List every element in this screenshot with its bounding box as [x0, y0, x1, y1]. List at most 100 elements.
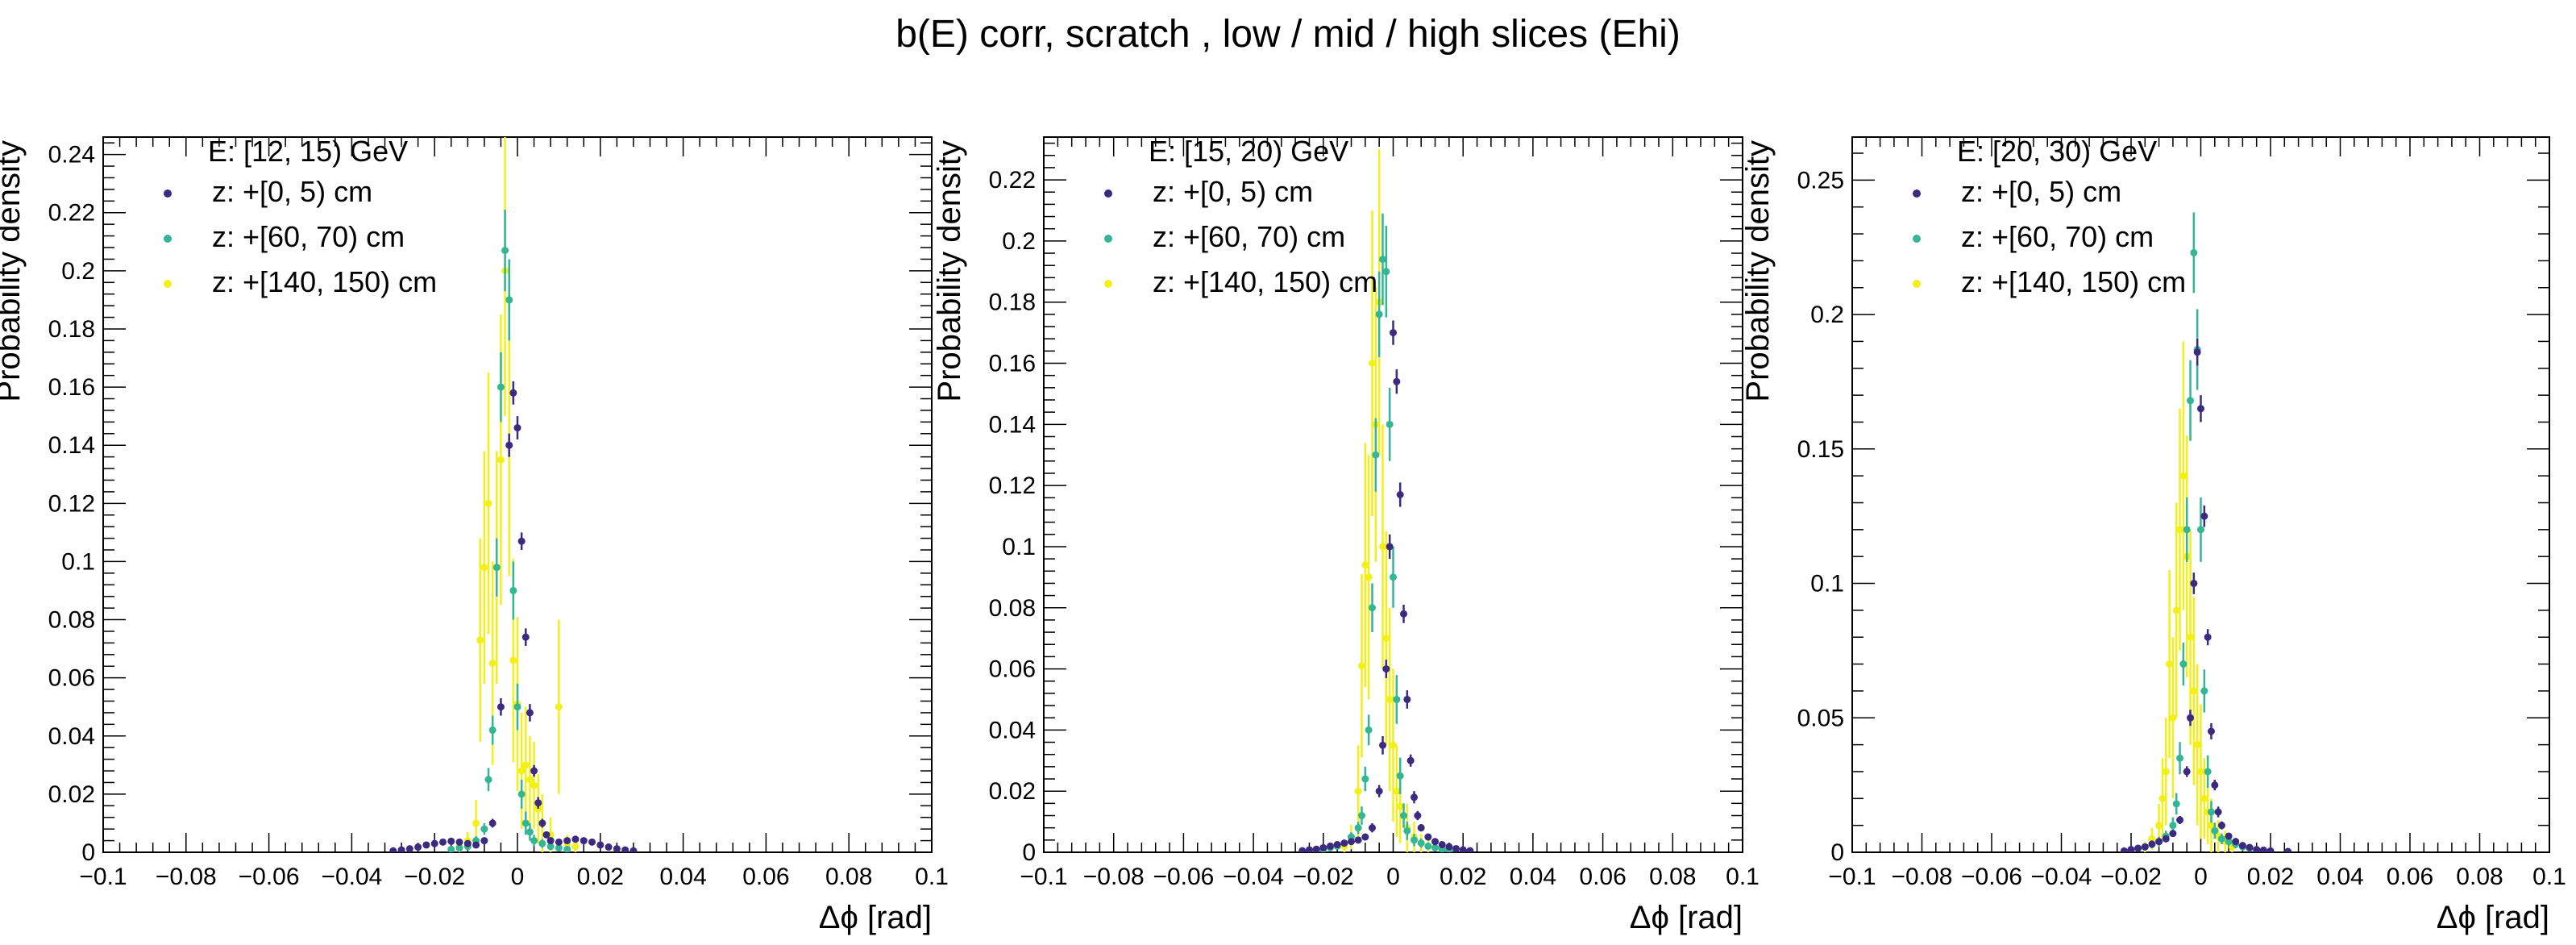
data-point [2200, 794, 2208, 802]
data-point [613, 845, 621, 852]
data-point [497, 703, 505, 711]
data-point [480, 837, 488, 845]
data-point [2179, 660, 2188, 668]
data-point [1386, 420, 1394, 428]
data-point [621, 846, 629, 852]
x-tick-label: 0.1 [1726, 864, 1760, 890]
data-point [1378, 256, 1386, 264]
data-point [2172, 606, 2180, 614]
data-point [534, 799, 542, 807]
data-point [1393, 787, 1401, 795]
data-point [1390, 329, 1397, 337]
data-point [480, 825, 488, 833]
data-point [484, 776, 492, 784]
data-point [1357, 662, 1365, 670]
data-point [2162, 835, 2170, 843]
data-point [1368, 604, 1376, 612]
x-tick-label: −0.02 [2100, 864, 2162, 890]
data-point [2155, 838, 2163, 846]
data-point [497, 456, 505, 464]
data-point [596, 841, 605, 849]
data-point [438, 838, 447, 846]
data-point [476, 636, 484, 644]
data-point [2183, 768, 2191, 776]
x-tick-label: −0.06 [1961, 864, 2022, 890]
data-point [505, 441, 513, 449]
data-point [1438, 841, 1446, 849]
data-point [1403, 826, 1411, 835]
data-point [1393, 377, 1401, 385]
data-point [2204, 768, 2212, 776]
data-point [1357, 812, 1365, 820]
data-point [509, 656, 517, 664]
x-tick-label: −0.02 [404, 864, 465, 890]
data-point [521, 633, 530, 641]
x-tick-label: −0.04 [321, 864, 382, 890]
data-point [1382, 635, 1390, 643]
data-point [526, 828, 534, 836]
data-point [2176, 816, 2184, 824]
x-tick-label: −0.1 [1828, 864, 1876, 890]
y-axis-title: Probability density [0, 140, 27, 402]
x-axis-title: Δϕ [rad] [1630, 900, 1743, 935]
data-point [480, 564, 488, 572]
data-point [2187, 633, 2195, 641]
data-point [571, 843, 580, 851]
x-tick-label: 0.04 [1510, 864, 1556, 890]
data-point [2207, 727, 2215, 735]
data-point [397, 846, 405, 852]
legend-entry: z: +[60, 70) cm [212, 220, 405, 253]
data-point [1347, 838, 1355, 846]
data-point [588, 838, 596, 846]
data-point [1393, 695, 1401, 703]
data-point [513, 703, 521, 711]
data-point [447, 845, 455, 852]
y-tick-label: 0 [1830, 839, 1844, 866]
plot-area [2120, 212, 2292, 852]
x-tick-label: 0.08 [1649, 864, 1696, 890]
plot-area [389, 137, 638, 852]
data-point [2162, 768, 2170, 776]
data-point [521, 819, 530, 827]
panel-energy-label: E: [15, 20) GeV [1149, 135, 1348, 168]
data-point [1386, 695, 1394, 703]
data-point [563, 845, 571, 852]
data-point [2120, 847, 2128, 852]
panel-energy-label: E: [12, 15) GeV [208, 135, 408, 168]
data-point [2166, 660, 2174, 668]
data-point [1386, 543, 1394, 551]
data-point [517, 767, 526, 775]
data-point [2207, 822, 2215, 830]
data-point [1365, 726, 1373, 734]
data-point [2217, 822, 2225, 830]
x-axis-title: Δϕ [rad] [819, 900, 932, 935]
data-point [2238, 842, 2246, 850]
data-point [538, 839, 546, 847]
y-tick-label: 0.22 [48, 200, 95, 227]
data-point [472, 819, 480, 827]
data-point [1417, 824, 1425, 832]
data-point [1431, 838, 1440, 846]
data-point [2197, 526, 2204, 534]
series-3 [2141, 341, 2236, 852]
data-point [488, 660, 497, 668]
y-tick-label: 0.1 [61, 548, 95, 575]
data-point [1424, 842, 1432, 850]
data-point [1390, 741, 1397, 749]
data-point [1378, 741, 1386, 749]
data-point [1368, 824, 1376, 832]
data-point [2232, 838, 2240, 846]
data-point [447, 837, 455, 845]
data-point [1406, 756, 1415, 764]
data-point [2190, 687, 2198, 695]
data-point [488, 819, 497, 827]
y-axis-title: Probability density [1740, 140, 1776, 402]
y-tick-label: 0.04 [48, 723, 95, 750]
data-point [526, 709, 534, 717]
y-tick-label: 0.12 [48, 490, 95, 517]
x-tick-label: 0.1 [2532, 864, 2566, 890]
data-point [1354, 824, 1362, 832]
data-point [2179, 472, 2188, 480]
y-tick-label: 0.06 [989, 656, 1036, 683]
